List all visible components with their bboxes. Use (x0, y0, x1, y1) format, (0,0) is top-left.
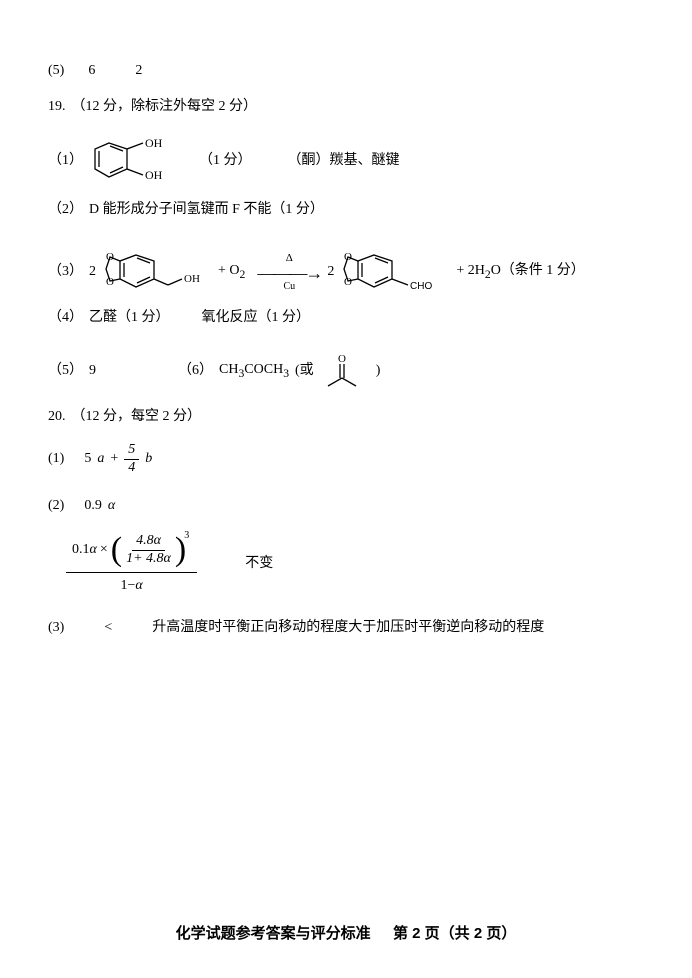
label: （2） (48, 199, 83, 221)
number: 19. (48, 96, 66, 118)
points: （12 分，每空 2 分） (72, 406, 202, 428)
spacer (48, 344, 644, 352)
numerator: 5 (124, 442, 139, 460)
svg-text:O: O (106, 276, 114, 288)
q20-part3: (3) < 升高温度时平衡正向移动的程度大于加压时平衡逆向移动的程度 (48, 617, 644, 639)
q19-part1: （1） OH OH （1 分） （酮）羰基、醚键 (48, 133, 644, 189)
label: (2) (48, 495, 64, 517)
q19-header: 19. （12 分，除标注外每空 2 分） (48, 96, 644, 118)
answer-text: （酮）羰基、醚键 (288, 150, 400, 172)
q19-part4: （4） 乙醛（1 分） 氧化反应（1 分） (48, 307, 644, 329)
frac-denominator: 1−α (120, 573, 142, 597)
label-5: （5） (48, 360, 83, 382)
arrow-line: ———→ (257, 264, 321, 282)
svg-text:OH: OH (145, 136, 163, 150)
label: (1) (48, 448, 64, 470)
plus: + (110, 448, 118, 470)
alpha: α (108, 495, 115, 517)
times: × (100, 539, 108, 561)
explanation: 升高温度时平衡正向移动的程度大于加压时平衡逆向移动的程度 (152, 617, 544, 639)
tail: + 2H2O（条件 1 分） (456, 260, 584, 284)
q18-part5: (5) 6 2 (48, 60, 644, 82)
footer-page: 第 2 页（共 2 页） (393, 925, 516, 942)
piperonyl-alcohol-icon: O O OH (102, 247, 212, 297)
a1: α (90, 539, 97, 561)
inner-num: 4.8α (132, 533, 165, 551)
points: （1 分） (199, 150, 252, 172)
coef-right: 2 (327, 261, 334, 283)
value-5: 9 (89, 360, 96, 382)
catechol-structure-icon: OH OH (89, 133, 179, 189)
den-l: 1− (120, 578, 135, 593)
den-a: α (135, 578, 142, 593)
answer-b: 氧化反应（1 分） (202, 307, 311, 329)
n1: 0.1 (72, 539, 90, 561)
q20-header: 20. （12 分，每空 2 分） (48, 406, 644, 428)
value-2: 2 (135, 60, 142, 82)
number: 20. (48, 406, 66, 428)
var-b: b (145, 448, 152, 470)
svg-text:CHO: CHO (410, 281, 432, 292)
svg-text:O: O (338, 353, 346, 365)
plus-o2: + O2 (218, 260, 245, 284)
frac-numerator: 0.1α × ( 4.8α 1+ 4.8α ) 3 (66, 531, 197, 573)
fraction-5-4: 5 4 (124, 442, 139, 477)
var-a: a (97, 448, 104, 470)
inner-fraction: 4.8α 1+ 4.8α (122, 533, 175, 568)
inner-den: 1+ 4.8α (122, 551, 175, 568)
page-footer: 化学试题参考答案与评分标准 第 2 页（共 2 页） (0, 922, 692, 946)
piperonal-icon: O O CHO (340, 247, 450, 297)
svg-text:OH: OH (145, 168, 163, 182)
label-6: （6） (178, 360, 213, 382)
q20-expression: 0.1α × ( 4.8α 1+ 4.8α ) 3 1−α 不变 (48, 531, 644, 597)
label: （3） (48, 261, 83, 283)
q19-part3: （3） 2 O O OH + O2 Δ ———→ Cu 2 O O (48, 247, 644, 297)
svg-text:O: O (344, 251, 352, 263)
acetone-structure-icon: O (320, 352, 370, 392)
label: (5) (48, 60, 64, 82)
less-than: < (104, 617, 112, 639)
value: 0.9 (84, 495, 102, 517)
exponent-3: 3 (184, 528, 189, 544)
complex-fraction: 0.1α × ( 4.8α 1+ 4.8α ) 3 1−α (66, 531, 197, 597)
label: （1） (48, 150, 83, 172)
footer-title: 化学试题参考答案与评分标准 (176, 925, 371, 942)
reaction-arrow-icon: Δ ———→ Cu (257, 253, 321, 292)
denominator: 4 (124, 460, 139, 477)
answer-text: D 能形成分子间氢键而 F 不能（1 分） (89, 199, 324, 221)
close-paren: ) (376, 360, 381, 382)
arrow-bottom: Cu (284, 282, 296, 292)
q20-part2: (2) 0.9 α (48, 495, 644, 517)
q19-part5-6: （5） 9 （6） CH3COCH3 (或 O ) (48, 352, 644, 392)
svg-text:OH: OH (184, 273, 200, 285)
q20-part1: (1) 5a + 5 4 b (48, 442, 644, 477)
lead-5: 5 (84, 448, 91, 470)
spacer (48, 235, 644, 247)
formula: CH3COCH3 (219, 359, 289, 383)
answer-a: 乙醛（1 分） (89, 307, 170, 329)
svg-text:O: O (106, 251, 114, 263)
label: (3) (48, 617, 64, 639)
coef-left: 2 (89, 261, 96, 283)
note-unchanged: 不变 (245, 553, 273, 575)
value-1: 6 (88, 60, 95, 82)
or-text: (或 (295, 360, 314, 382)
label: （4） (48, 307, 83, 329)
points: （12 分，除标注外每空 2 分） (72, 96, 258, 118)
svg-text:O: O (344, 276, 352, 288)
paren-left-icon: ( (111, 533, 122, 567)
q19-part2: （2） D 能形成分子间氢键而 F 不能（1 分） (48, 199, 644, 221)
